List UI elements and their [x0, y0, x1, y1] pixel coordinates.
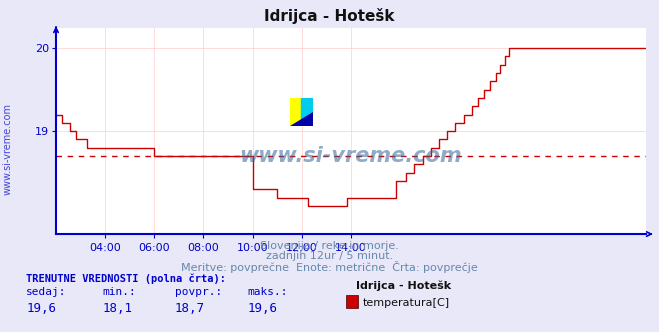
Text: 18,7: 18,7 [175, 302, 205, 315]
Text: povpr.:: povpr.: [175, 287, 222, 297]
Text: sedaj:: sedaj: [26, 287, 67, 297]
Text: www.si-vreme.com: www.si-vreme.com [3, 103, 13, 196]
Text: Meritve: povprečne  Enote: metrične  Črta: povprečje: Meritve: povprečne Enote: metrične Črta:… [181, 261, 478, 273]
Text: 19,6: 19,6 [247, 302, 277, 315]
Text: min.:: min.: [102, 287, 136, 297]
Text: TRENUTNE VREDNOSTI (polna črta):: TRENUTNE VREDNOSTI (polna črta): [26, 274, 226, 285]
Text: Idrijca - Hotešk: Idrijca - Hotešk [356, 281, 451, 291]
Bar [290, 98, 301, 126]
Text: zadnjih 12ur / 5 minut.: zadnjih 12ur / 5 minut. [266, 251, 393, 261]
Text: temperatura[C]: temperatura[C] [363, 298, 450, 308]
Polygon shape [290, 112, 313, 126]
Text: 18,1: 18,1 [102, 302, 132, 315]
Text: Slovenija / reke in morje.: Slovenija / reke in morje. [260, 241, 399, 251]
Text: www.si-vreme.com: www.si-vreme.com [240, 146, 462, 166]
Text: maks.:: maks.: [247, 287, 287, 297]
Bar [301, 98, 313, 126]
Text: 19,6: 19,6 [26, 302, 57, 315]
Text: Idrijca - Hotešk: Idrijca - Hotešk [264, 8, 395, 24]
